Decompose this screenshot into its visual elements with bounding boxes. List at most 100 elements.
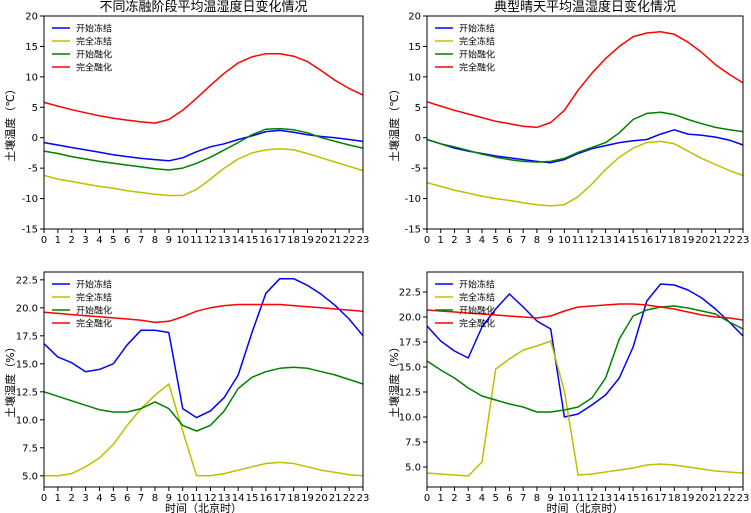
p2-axes-frame <box>426 15 744 230</box>
p2-y-tick-label: 0 <box>415 133 421 144</box>
p2-x-tick-label: 5 <box>493 235 499 246</box>
p4-x-tick-label: 6 <box>506 493 512 504</box>
p4-x-tick-label: 5 <box>493 493 499 504</box>
p1-x-tick-label: 0 <box>41 235 47 246</box>
p2-legend-label-2: 完全冻结 <box>459 36 495 48</box>
p1-series-line-1 <box>43 129 364 162</box>
p4-x-tick-label: 9 <box>547 493 553 504</box>
p4-x-tick-label: 14 <box>613 493 626 504</box>
p3-legend-label-4: 完全融化 <box>76 318 112 330</box>
p2-y-tick-label: 5 <box>415 103 421 114</box>
p1-x-tick-label: 12 <box>204 235 217 246</box>
p1-x-tick-label: 23 <box>357 235 370 246</box>
p2-x-tick-label: 22 <box>723 235 736 246</box>
p2-x-tick-label: 4 <box>479 235 485 246</box>
p3-x-tick-label: 17 <box>273 493 286 504</box>
p2-x-tick-label: 15 <box>627 235 640 246</box>
p2-legend-label-1: 开始冻结 <box>459 23 495 35</box>
p3-x-tick-label: 13 <box>218 493 231 504</box>
p3-y-tick-label: 20.0 <box>16 303 38 314</box>
p3-x-tick-label: 2 <box>69 493 75 504</box>
p1-x-tick-label: 20 <box>315 235 328 246</box>
p3-series-line-3 <box>43 366 364 432</box>
p1-y-tick-label: 0 <box>32 133 38 144</box>
p4-series-line-4 <box>426 303 744 321</box>
p3-x-tick-label: 14 <box>232 493 245 504</box>
p3-y-tick-label: 15.0 <box>16 359 38 370</box>
p3-x-tick-label: 22 <box>343 493 356 504</box>
p4-x-tick-label: 2 <box>451 493 457 504</box>
p1-y-tick-label: 10 <box>25 72 38 83</box>
p1-x-tick-label: 1 <box>55 235 61 246</box>
p4-y-tick-label: 10.0 <box>399 413 421 424</box>
p3-y-tick-label: 10.0 <box>16 415 38 426</box>
p2-x-tick-label: 23 <box>737 235 750 246</box>
p1-y-tick-label: 5 <box>32 103 38 114</box>
p1-x-tick-label: 5 <box>110 235 116 246</box>
p4-x-tick-label: 17 <box>654 493 667 504</box>
p4-x-tick-label: 10 <box>558 493 571 504</box>
p4-x-tick-label: 8 <box>534 493 540 504</box>
p3-x-tick-label: 19 <box>301 493 314 504</box>
p4-x-tick-label: 1 <box>438 493 444 504</box>
p4-x-tick-label: 12 <box>586 493 599 504</box>
p1-x-tick-label: 8 <box>152 235 158 246</box>
p2-x-tick-label: 7 <box>520 235 526 246</box>
p4-x-tick-label: 18 <box>668 493 681 504</box>
p1-x-tick-label: 3 <box>82 235 88 246</box>
p4-y-tick-label: 12.5 <box>399 388 421 399</box>
p2-x-tick-label: 17 <box>654 235 667 246</box>
p2-x-tick-label: 8 <box>534 235 540 246</box>
p1-series-line-2 <box>43 147 364 197</box>
p3-x-tick-label: 10 <box>176 493 189 504</box>
p3-x-tick-label: 3 <box>82 493 88 504</box>
p3-x-tick-label: 23 <box>357 493 370 504</box>
p3-x-tick-label: 1 <box>55 493 61 504</box>
p3-x-tick-label: 5 <box>110 493 116 504</box>
p2-x-tick-label: 20 <box>695 235 708 246</box>
p2-x-tick-label: 2 <box>451 235 457 246</box>
p2-x-tick-label: 13 <box>599 235 612 246</box>
p2-x-tick-label: 6 <box>506 235 512 246</box>
p2-x-tick-label: 1 <box>438 235 444 246</box>
p4-x-tick-label: 22 <box>723 493 736 504</box>
p4-legend-label-3: 开始融化 <box>459 305 495 317</box>
p2-y-tick-label: -5 <box>411 164 421 175</box>
p1-series-line-3 <box>43 127 364 171</box>
p4-x-tick-label: 0 <box>424 493 430 504</box>
p1-x-tick-label: 4 <box>96 235 102 246</box>
p3-y-tick-label: 7.5 <box>22 443 38 454</box>
p3-x-tick-label: 8 <box>152 493 158 504</box>
p1-x-tick-label: 13 <box>218 235 231 246</box>
p4-x-tick-label: 7 <box>520 493 526 504</box>
p2-x-tick-label: 18 <box>668 235 681 246</box>
p1-legend-label-2: 完全冻结 <box>76 36 112 48</box>
p3-y-tick-label: 17.5 <box>16 331 38 342</box>
p4-y-tick-label: 7.5 <box>405 438 421 449</box>
p1-y-tick-label: -15 <box>22 225 38 236</box>
p2-legend-label-3: 开始融化 <box>459 49 495 61</box>
p3-x-tick-label: 6 <box>124 493 130 504</box>
p1-x-tick-label: 15 <box>246 235 259 246</box>
p3-x-axis-label: 时间（北京时） <box>165 501 242 513</box>
p1-y-tick-label: 15 <box>25 42 38 53</box>
p1-x-tick-label: 10 <box>176 235 189 246</box>
p2-y-tick-label: -10 <box>405 194 421 205</box>
p1-x-tick-label: 9 <box>166 235 172 246</box>
p1-legend-label-1: 开始冻结 <box>76 23 112 35</box>
p4-x-tick-label: 20 <box>695 493 708 504</box>
p2-series-line-4 <box>426 31 744 129</box>
p3-series-line-2 <box>44 383 364 477</box>
p4-y-tick-label: 15.0 <box>399 363 421 374</box>
p3-legend-label-2: 完全冻结 <box>76 292 112 304</box>
p4-x-tick-label: 13 <box>599 493 612 504</box>
p1-y-axis-label: 土壤温度（℃） <box>3 83 17 161</box>
p2-y-axis-label: 土壤温度（℃） <box>387 83 401 161</box>
p4-x-tick-label: 16 <box>640 493 653 504</box>
p1-x-tick-label: 11 <box>190 235 203 246</box>
p2-x-tick-label: 10 <box>558 235 571 246</box>
p3-x-tick-label: 0 <box>41 493 47 504</box>
p3-y-tick-label: 22.5 <box>16 275 38 286</box>
p1-title: 不同冻融阶段平均温湿度日变化情况 <box>99 0 307 15</box>
